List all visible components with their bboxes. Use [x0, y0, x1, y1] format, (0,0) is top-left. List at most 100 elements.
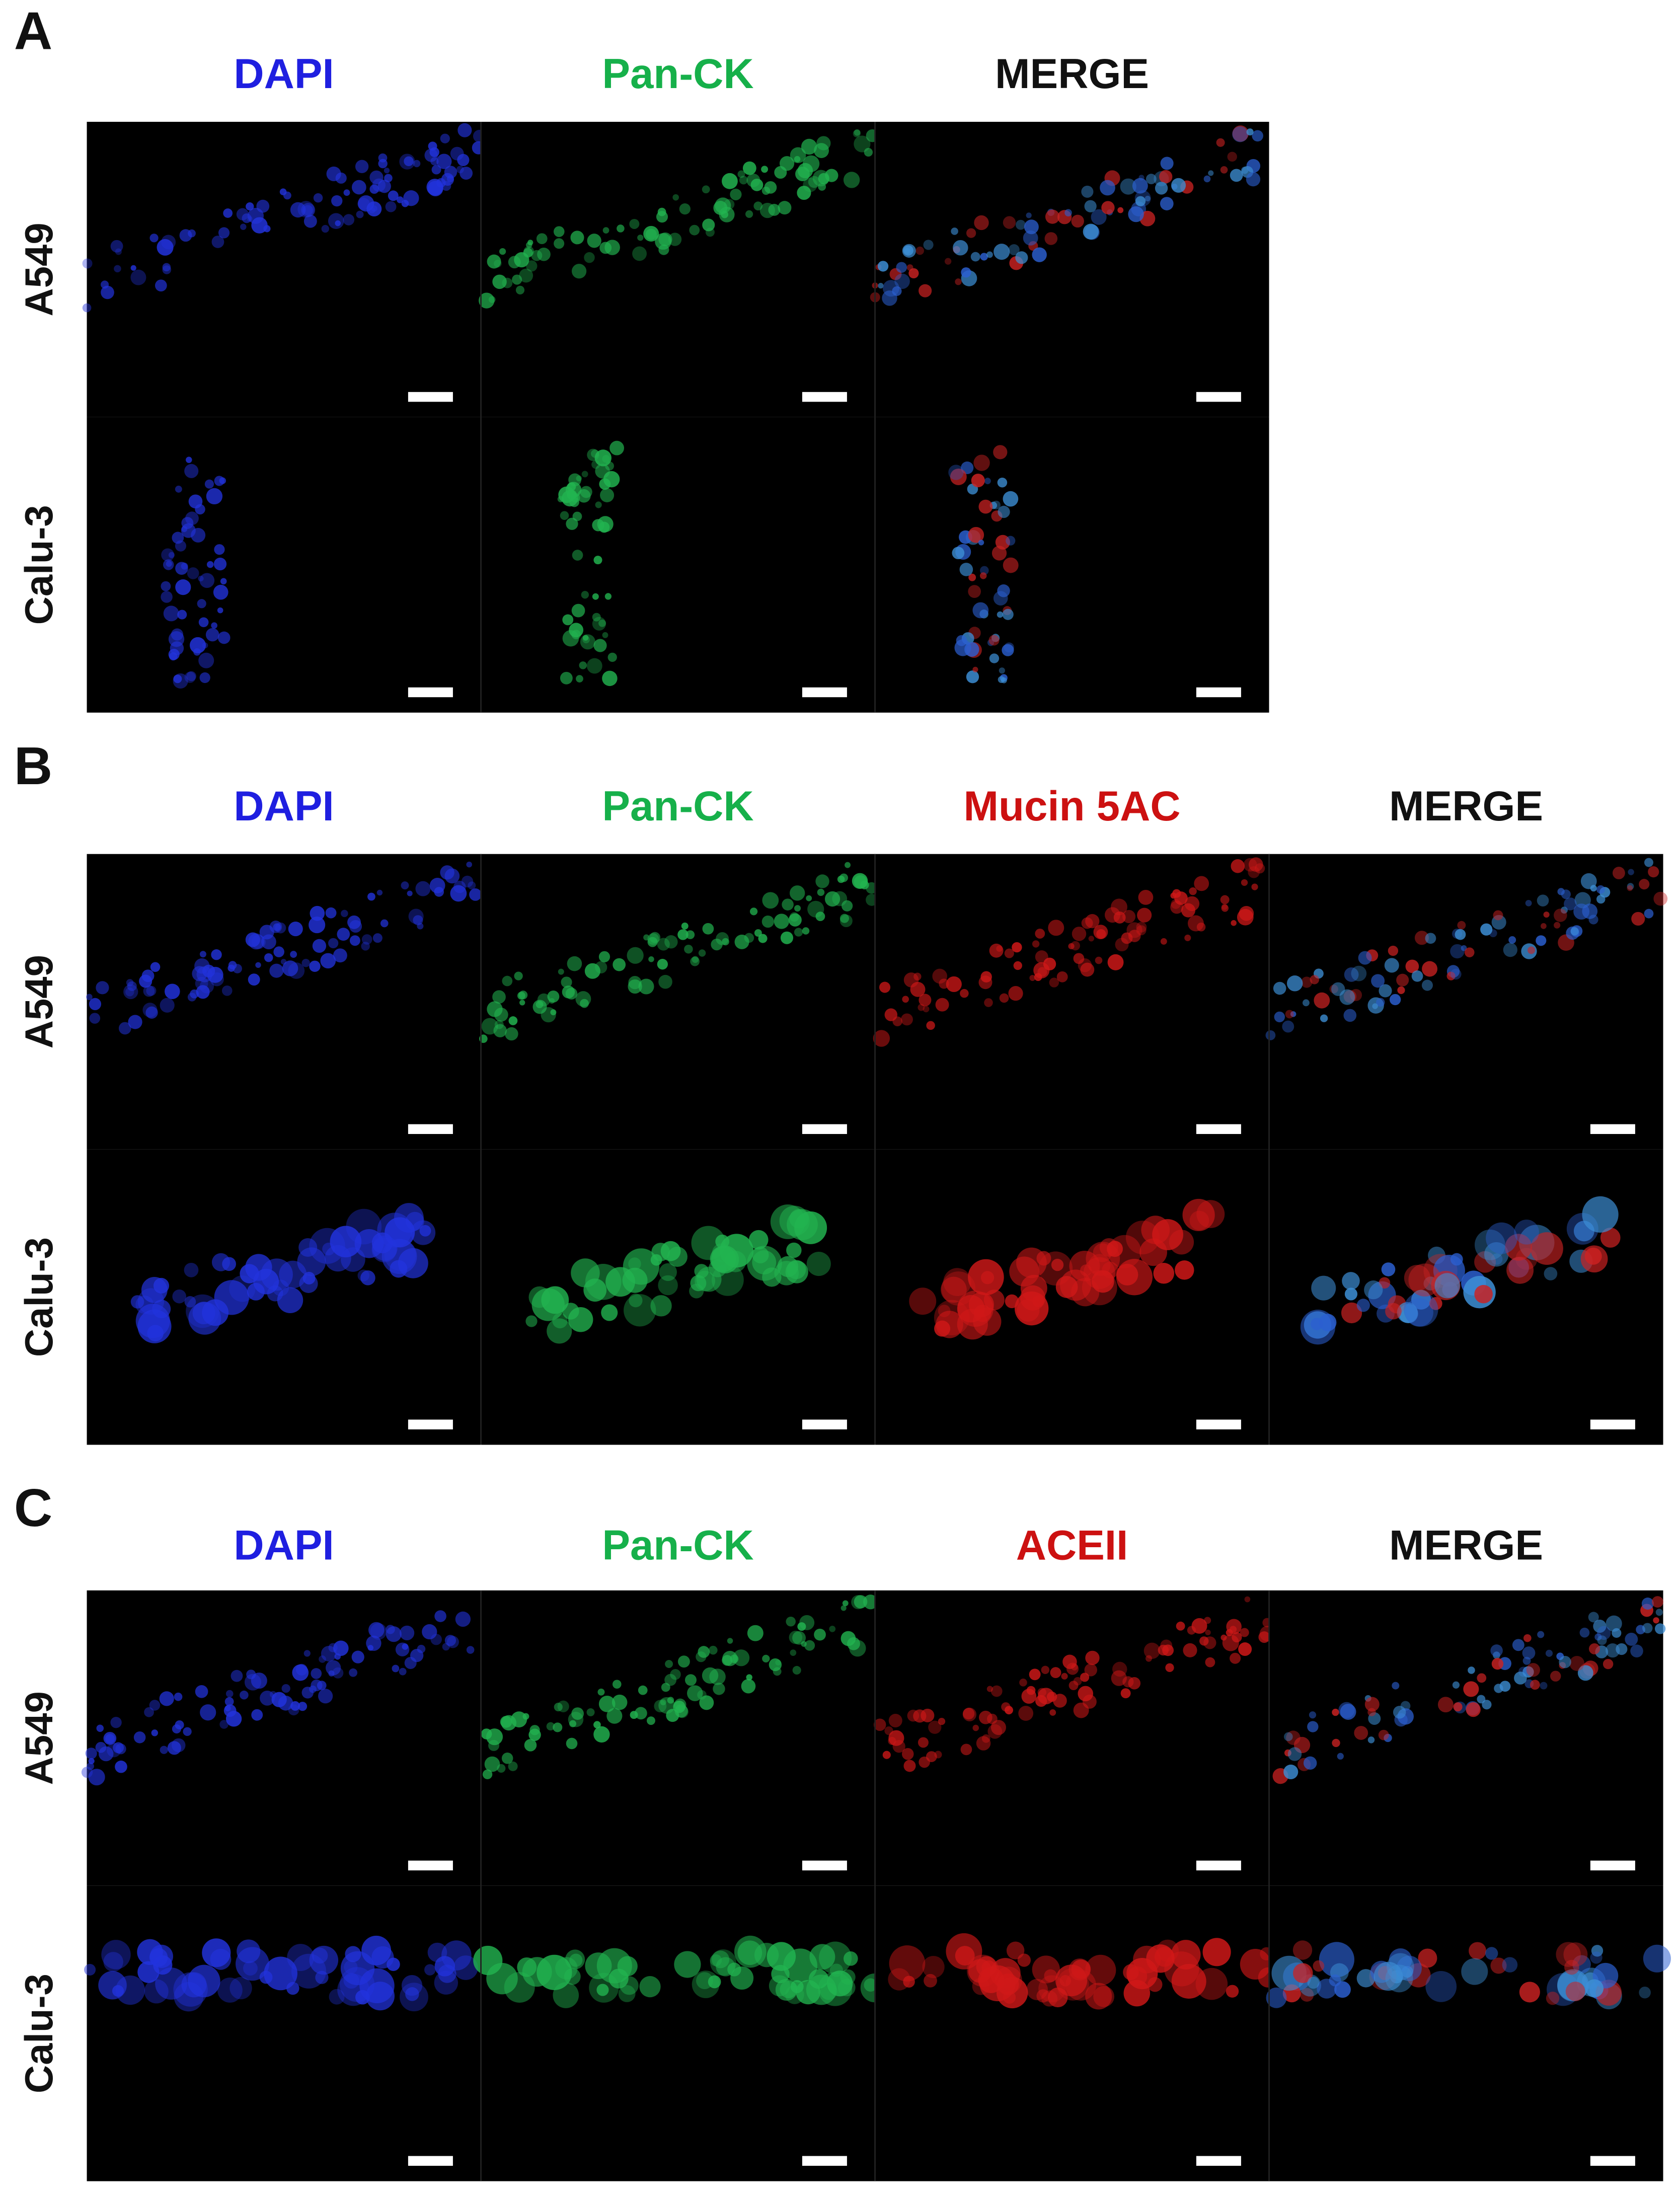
cell	[712, 1264, 744, 1296]
cell	[1537, 1631, 1545, 1638]
scale-bar	[1196, 1860, 1241, 1871]
scale-bar	[802, 1860, 847, 1871]
cell	[400, 1625, 415, 1640]
cell	[115, 1760, 127, 1773]
cell	[349, 1668, 358, 1677]
cell	[924, 1974, 937, 1988]
cell	[581, 471, 588, 478]
cell	[1554, 908, 1567, 922]
micrograph	[479, 121, 879, 417]
cell	[1588, 915, 1598, 925]
panel-letter: C	[14, 1478, 52, 1538]
cell	[561, 976, 572, 988]
cell	[351, 180, 366, 195]
cell	[1373, 1961, 1403, 1991]
cell	[1115, 938, 1129, 952]
cell	[722, 938, 729, 946]
cell	[502, 277, 513, 288]
cell	[110, 240, 123, 253]
cell	[1446, 971, 1456, 980]
cell	[431, 165, 441, 175]
cell	[595, 961, 607, 974]
cell	[328, 213, 344, 229]
cell	[694, 1264, 709, 1278]
cell	[593, 556, 602, 565]
cell	[218, 227, 230, 239]
cell	[643, 934, 650, 941]
cell	[1285, 1010, 1294, 1019]
cell	[175, 579, 191, 595]
cell	[968, 1259, 1004, 1296]
cell	[1171, 1963, 1206, 1999]
cell	[762, 1654, 770, 1663]
cell	[110, 1716, 122, 1728]
cell	[993, 591, 1008, 605]
image-background	[481, 417, 875, 713]
cell	[1630, 1644, 1643, 1658]
cell	[1045, 209, 1060, 224]
cell	[1032, 247, 1047, 262]
cell	[349, 920, 362, 933]
cell	[790, 1649, 797, 1656]
cell	[550, 1009, 557, 1016]
row-header: Calu-3	[17, 505, 61, 625]
cell	[508, 1761, 518, 1771]
cell	[1463, 1681, 1479, 1697]
cell	[360, 1270, 375, 1285]
cell	[188, 1302, 221, 1335]
cell	[879, 981, 891, 993]
cell	[231, 1670, 243, 1682]
cell	[1491, 1657, 1504, 1670]
cell	[282, 960, 298, 976]
cell	[1085, 1983, 1112, 2010]
cell	[388, 190, 399, 201]
cell	[1282, 1020, 1294, 1033]
cell	[888, 1730, 904, 1746]
cell	[1271, 1955, 1307, 1991]
cell	[368, 1622, 385, 1638]
cell	[812, 170, 829, 187]
cell	[1246, 172, 1261, 187]
cell	[553, 226, 565, 237]
cell	[1564, 1959, 1579, 1975]
cell	[617, 224, 625, 233]
cell	[787, 1260, 806, 1279]
scale-bar	[802, 2156, 847, 2166]
cell	[399, 1668, 407, 1676]
cell	[1546, 1991, 1560, 2005]
cell	[405, 1987, 419, 2001]
cell	[1160, 197, 1174, 210]
cell	[1337, 1753, 1344, 1760]
cell	[434, 1970, 459, 1995]
cell	[453, 880, 466, 893]
cell	[1580, 873, 1597, 889]
cell	[1284, 1732, 1293, 1741]
cell	[326, 166, 341, 182]
cell	[677, 1655, 690, 1668]
cell	[1469, 1942, 1486, 1960]
cell	[1342, 1272, 1360, 1290]
image-background	[87, 854, 481, 1150]
cell	[144, 1979, 169, 2004]
cell	[1284, 1749, 1291, 1757]
cell	[130, 1295, 144, 1309]
cell	[213, 557, 227, 571]
cell	[162, 263, 171, 272]
cell	[155, 279, 167, 292]
cell	[1526, 1663, 1540, 1677]
cell	[966, 228, 976, 238]
cell	[166, 561, 172, 567]
cell	[1572, 1955, 1591, 1974]
cell	[692, 956, 699, 963]
cell	[377, 179, 391, 193]
cell	[664, 935, 678, 949]
cell	[990, 1720, 1006, 1735]
cell	[725, 1251, 746, 1272]
cell	[1341, 1302, 1362, 1324]
cell	[397, 196, 404, 203]
cell	[1613, 867, 1625, 879]
cell	[1122, 909, 1136, 924]
cell	[716, 932, 729, 945]
cell	[1135, 196, 1146, 206]
cell	[979, 572, 987, 579]
